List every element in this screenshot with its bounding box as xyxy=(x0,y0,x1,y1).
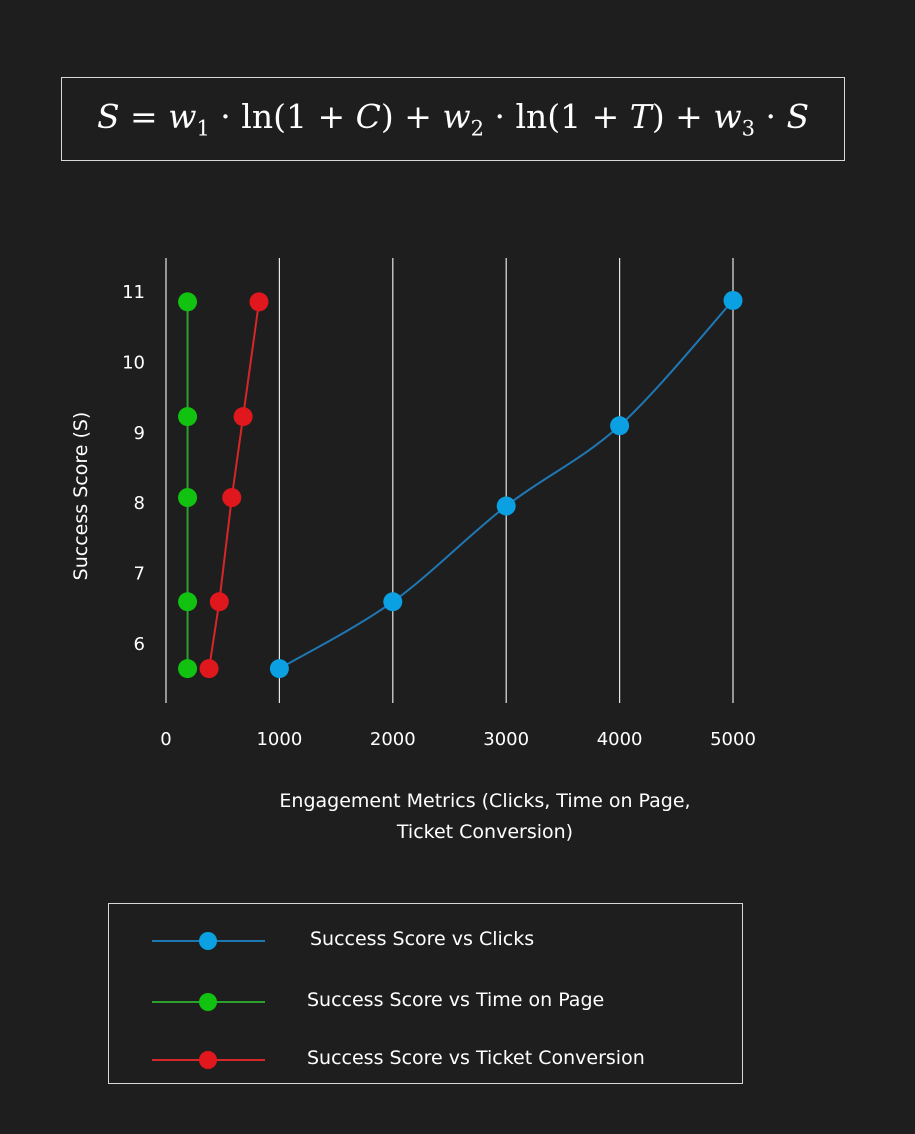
legend-label-time-on-page: Success Score vs Time on Page xyxy=(307,989,605,1011)
formula-ln-2: ln xyxy=(515,97,548,137)
data-point-ticket-conversion xyxy=(199,659,219,679)
formula-symbol-s-end: S xyxy=(786,97,810,137)
data-point-clicks xyxy=(383,592,403,612)
data-point-time-on-page xyxy=(178,292,198,312)
y-tick-label: 10 xyxy=(122,352,145,373)
line-chart: 0 1000 2000 3000 4000 5000 6 7 8 9 10 11 Success Sc… xyxy=(70,258,756,750)
formula-symbol-s: S xyxy=(96,97,120,137)
y-tick-label: 6 xyxy=(134,634,145,655)
formula-symbol-t: T xyxy=(629,97,652,137)
formula-symbol-w2: w xyxy=(442,97,471,137)
data-point-ticket-conversion xyxy=(233,407,253,427)
grid-lines xyxy=(165,258,734,703)
data-point-clicks xyxy=(269,659,289,679)
success-score-formula: S = w1 · ln(1 + C) + w2 · ln(1 + T) + w3… xyxy=(96,97,810,141)
series-markers xyxy=(178,290,743,679)
legend-label-ticket-conversion: Success Score vs Ticket Conversion xyxy=(307,1047,645,1069)
x-axis-label: Engagement Metrics (Clicks, Time on Page… xyxy=(279,790,691,843)
formula-symbol-c: C xyxy=(355,97,381,137)
x-tick-label: 1000 xyxy=(256,729,302,750)
y-tick-label: 11 xyxy=(122,282,145,303)
legend: Success Score vs Clicks Success Score vs… xyxy=(108,903,743,1084)
data-point-time-on-page xyxy=(178,488,198,508)
legend-item-ticket-conversion: Success Score vs Ticket Conversion xyxy=(109,1045,739,1075)
data-point-ticket-conversion xyxy=(222,488,242,508)
y-tick-label: 8 xyxy=(134,493,145,514)
formula-subscript-2: 2 xyxy=(470,116,484,141)
legend-label-clicks: Success Score vs Clicks xyxy=(310,928,535,950)
formula-symbol-w3: w xyxy=(713,97,742,137)
data-point-clicks xyxy=(723,290,743,310)
data-point-time-on-page xyxy=(178,592,198,612)
data-point-time-on-page xyxy=(178,659,198,679)
data-point-time-on-page xyxy=(178,407,198,427)
data-point-clicks xyxy=(496,496,516,516)
formula-ln-1: ln xyxy=(241,97,274,137)
legend-marker-time-on-page xyxy=(199,993,217,1011)
x-tick-label: 4000 xyxy=(597,729,643,750)
formula-symbol-w1: w xyxy=(168,97,197,137)
legend-marker-clicks xyxy=(199,932,217,950)
data-point-ticket-conversion xyxy=(209,592,229,612)
formula-box: S = w1 · ln(1 + C) + w2 · ln(1 + T) + w3… xyxy=(61,77,845,161)
y-tick-label: 7 xyxy=(134,564,145,585)
axis-ticks: 0 1000 2000 3000 4000 5000 6 7 8 9 10 11 xyxy=(122,282,756,750)
y-tick-label: 9 xyxy=(134,423,145,444)
x-tick-label: 0 xyxy=(160,729,171,750)
data-point-clicks xyxy=(610,416,630,436)
data-point-ticket-conversion xyxy=(249,292,269,312)
legend-item-time-on-page: Success Score vs Time on Page xyxy=(109,987,739,1017)
formula-subscript-1: 1 xyxy=(196,116,210,141)
x-tick-label: 2000 xyxy=(370,729,416,750)
x-tick-label: 5000 xyxy=(710,729,756,750)
y-axis-label: Success Score (S) xyxy=(70,412,92,581)
formula-subscript-3: 3 xyxy=(741,116,755,141)
legend-marker-ticket-conversion xyxy=(199,1051,217,1069)
series-line-ticket-conversion xyxy=(208,301,260,669)
series-lines xyxy=(186,299,734,670)
x-tick-label: 3000 xyxy=(483,729,529,750)
legend-item-clicks: Success Score vs Clicks xyxy=(109,926,739,956)
